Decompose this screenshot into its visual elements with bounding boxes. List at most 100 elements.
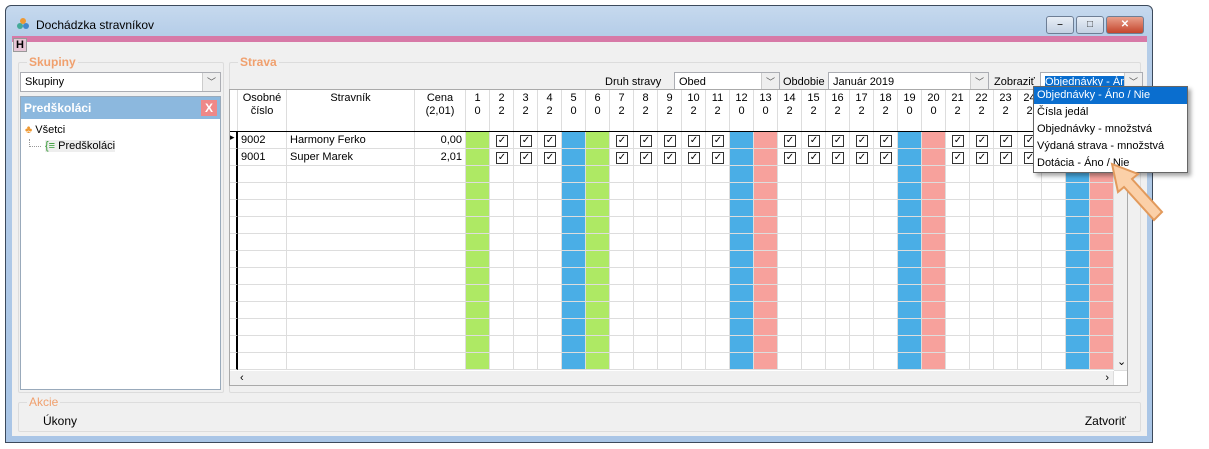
checkbox-checked[interactable]: ✓ [952, 152, 964, 164]
day-cell-blue[interactable] [898, 251, 922, 268]
empty-cell[interactable] [415, 166, 466, 183]
day-cell[interactable]: ✓ [682, 149, 706, 166]
close-button[interactable]: ✕ [1106, 16, 1144, 34]
day-cell[interactable] [1042, 268, 1066, 285]
day-cell[interactable] [610, 251, 634, 268]
empty-cell[interactable] [238, 251, 287, 268]
day-cell-pink[interactable] [1090, 285, 1114, 302]
day-cell-pink[interactable] [1090, 353, 1114, 370]
day-cell[interactable] [778, 217, 802, 234]
day-cell-blue[interactable] [730, 200, 754, 217]
day-cell-pink[interactable] [922, 132, 946, 149]
skupiny-combo[interactable]: Skupiny ﹀ [20, 72, 221, 92]
day-cell[interactable] [946, 200, 970, 217]
day-cell[interactable] [946, 353, 970, 370]
checkbox-checked[interactable]: ✓ [664, 135, 676, 147]
day-cell-blue[interactable] [730, 319, 754, 336]
day-cell[interactable] [610, 217, 634, 234]
day-cell-blue[interactable] [562, 268, 586, 285]
checkbox-checked[interactable]: ✓ [688, 152, 700, 164]
day-cell[interactable] [1042, 217, 1066, 234]
day-cell[interactable] [778, 166, 802, 183]
checkbox-checked[interactable]: ✓ [880, 135, 892, 147]
day-cell[interactable]: ✓ [850, 149, 874, 166]
day-cell-blue[interactable] [562, 353, 586, 370]
day-cell-pink[interactable] [922, 285, 946, 302]
checkbox-checked[interactable]: ✓ [712, 135, 724, 147]
checkbox-checked[interactable]: ✓ [640, 135, 652, 147]
day-cell-green[interactable] [586, 268, 610, 285]
cell-osobne[interactable]: 9002 [238, 132, 287, 149]
day-cell[interactable]: ✓ [970, 149, 994, 166]
day-cell[interactable] [490, 302, 514, 319]
cell-cena[interactable]: 0,00 [415, 132, 466, 149]
day-cell[interactable] [514, 302, 538, 319]
day-cell-pink[interactable] [754, 336, 778, 353]
day-cell[interactable]: ✓ [970, 132, 994, 149]
checkbox-checked[interactable]: ✓ [712, 152, 724, 164]
day-cell-green[interactable] [586, 217, 610, 234]
day-cell[interactable] [1018, 200, 1042, 217]
row-selector[interactable] [230, 234, 238, 251]
day-cell[interactable] [1042, 251, 1066, 268]
day-cell[interactable]: ✓ [778, 149, 802, 166]
minimize-button[interactable]: – [1046, 16, 1074, 34]
day-cell[interactable] [778, 251, 802, 268]
day-cell[interactable] [850, 319, 874, 336]
day-cell[interactable] [874, 217, 898, 234]
day-cell-blue[interactable] [1066, 319, 1090, 336]
cell-stravnik[interactable]: Super Marek [287, 149, 415, 166]
day-cell[interactable] [634, 234, 658, 251]
day-cell[interactable] [658, 183, 682, 200]
empty-cell[interactable] [287, 251, 415, 268]
row-selector[interactable] [230, 268, 238, 285]
day-cell[interactable] [538, 353, 562, 370]
dropdown-option[interactable]: Objednávky - množstvá [1037, 123, 1152, 135]
day-cell[interactable] [634, 285, 658, 302]
day-cell-green[interactable] [466, 166, 490, 183]
checkbox-checked[interactable]: ✓ [976, 135, 988, 147]
column-header-day[interactable]: 19 0 [898, 90, 922, 132]
day-cell[interactable]: ✓ [706, 132, 730, 149]
day-cell[interactable] [610, 268, 634, 285]
dropdown-option[interactable]: Výdaná strava - množstvá [1037, 140, 1165, 152]
day-cell[interactable] [802, 234, 826, 251]
day-cell-green[interactable] [466, 285, 490, 302]
day-cell-blue[interactable] [562, 166, 586, 183]
day-cell-green[interactable] [466, 183, 490, 200]
day-cell[interactable] [490, 268, 514, 285]
day-cell[interactable] [850, 353, 874, 370]
day-cell-green[interactable] [466, 217, 490, 234]
day-cell[interactable] [490, 251, 514, 268]
checkbox-checked[interactable]: ✓ [952, 135, 964, 147]
day-cell[interactable] [706, 251, 730, 268]
day-cell-pink[interactable] [754, 251, 778, 268]
day-cell-blue[interactable] [562, 251, 586, 268]
checkbox-checked[interactable]: ✓ [856, 135, 868, 147]
day-cell[interactable]: ✓ [802, 132, 826, 149]
day-cell[interactable] [874, 319, 898, 336]
day-cell[interactable] [682, 200, 706, 217]
day-cell-green[interactable] [586, 166, 610, 183]
day-cell-blue[interactable] [1066, 336, 1090, 353]
day-cell[interactable] [874, 285, 898, 302]
day-cell-pink[interactable] [922, 319, 946, 336]
day-cell[interactable] [490, 353, 514, 370]
day-cell[interactable] [706, 353, 730, 370]
day-cell[interactable] [1018, 336, 1042, 353]
day-cell-blue[interactable] [730, 217, 754, 234]
day-cell-green[interactable] [586, 251, 610, 268]
day-cell[interactable] [802, 183, 826, 200]
day-cell[interactable]: ✓ [994, 149, 1018, 166]
day-cell[interactable] [970, 336, 994, 353]
empty-cell[interactable] [238, 217, 287, 234]
checkbox-checked[interactable]: ✓ [784, 152, 796, 164]
day-cell[interactable] [946, 234, 970, 251]
empty-cell[interactable] [415, 234, 466, 251]
day-cell[interactable] [706, 268, 730, 285]
empty-cell[interactable] [287, 353, 415, 370]
checkbox-checked[interactable]: ✓ [616, 152, 628, 164]
